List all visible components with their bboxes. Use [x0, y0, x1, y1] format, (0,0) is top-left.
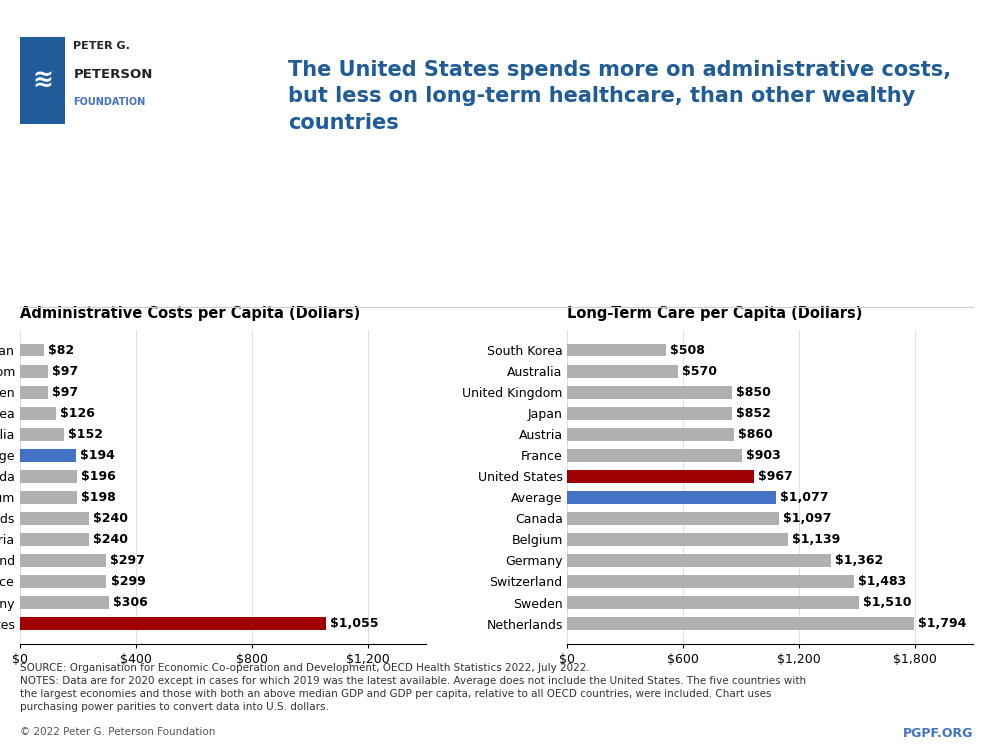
Text: SOURCE: Organisation for Economic Co-operation and Development, OECD Health Stat: SOURCE: Organisation for Economic Co-ope…	[20, 663, 806, 712]
Bar	[20, 386, 48, 398]
Bar	[567, 449, 742, 461]
Text: The United States spends more on administrative costs,
but less on long-term hea: The United States spends more on adminis…	[288, 60, 951, 133]
Bar	[567, 407, 732, 419]
Text: $97: $97	[52, 386, 78, 398]
Bar	[20, 596, 108, 609]
Text: $852: $852	[736, 407, 771, 419]
Text: $850: $850	[736, 386, 771, 398]
Bar	[20, 533, 89, 546]
Text: PGPF.ORG: PGPF.ORG	[903, 727, 973, 739]
Bar	[567, 617, 914, 630]
Text: $297: $297	[110, 554, 145, 567]
Text: FOUNDATION: FOUNDATION	[73, 97, 146, 107]
Bar	[567, 428, 734, 440]
Text: Administrative Costs per Capita (Dollars): Administrative Costs per Capita (Dollars…	[20, 306, 360, 321]
Bar	[20, 491, 77, 503]
Text: $240: $240	[93, 512, 128, 525]
Text: $97: $97	[52, 365, 78, 377]
Text: $1,483: $1,483	[858, 575, 907, 588]
Text: $903: $903	[746, 449, 780, 462]
Text: $1,055: $1,055	[330, 617, 378, 630]
Text: $1,139: $1,139	[791, 533, 840, 546]
Text: $126: $126	[61, 407, 95, 419]
Bar	[567, 533, 787, 546]
Text: ≋: ≋	[32, 68, 53, 93]
Text: $82: $82	[48, 344, 73, 357]
Bar	[20, 470, 76, 482]
Bar	[567, 491, 776, 503]
Bar	[20, 428, 64, 440]
Bar	[567, 554, 830, 567]
Bar	[20, 554, 106, 567]
Text: $508: $508	[669, 344, 705, 357]
Bar	[20, 617, 326, 630]
Text: $152: $152	[68, 428, 103, 440]
Text: $570: $570	[681, 365, 717, 377]
Bar	[567, 596, 859, 609]
Text: $1,097: $1,097	[783, 512, 832, 525]
Text: $194: $194	[80, 449, 115, 462]
Text: Long-Term Care per Capita (Dollars): Long-Term Care per Capita (Dollars)	[567, 306, 863, 321]
Text: PETERSON: PETERSON	[73, 67, 153, 81]
Bar	[20, 365, 48, 377]
Text: $967: $967	[759, 470, 793, 483]
Bar	[567, 365, 677, 377]
Bar	[20, 344, 44, 357]
Text: $299: $299	[110, 575, 145, 588]
Bar	[567, 470, 755, 482]
Text: $196: $196	[80, 470, 115, 483]
Text: PETER G.: PETER G.	[73, 40, 130, 51]
Bar	[20, 407, 57, 419]
Text: © 2022 Peter G. Peterson Foundation: © 2022 Peter G. Peterson Foundation	[20, 727, 215, 736]
Bar	[567, 386, 732, 398]
Text: $306: $306	[112, 596, 147, 609]
Text: $198: $198	[81, 491, 116, 504]
Text: $240: $240	[93, 533, 128, 546]
FancyBboxPatch shape	[20, 37, 66, 124]
Bar	[567, 575, 854, 588]
Bar	[20, 512, 89, 525]
Text: $860: $860	[738, 428, 773, 440]
Text: $1,362: $1,362	[835, 554, 883, 567]
Text: $1,794: $1,794	[919, 617, 966, 630]
Text: $1,077: $1,077	[780, 491, 828, 504]
Text: $1,510: $1,510	[863, 596, 912, 609]
Bar	[567, 344, 665, 357]
Bar	[20, 449, 76, 461]
Bar	[567, 512, 780, 525]
Bar	[20, 575, 106, 588]
